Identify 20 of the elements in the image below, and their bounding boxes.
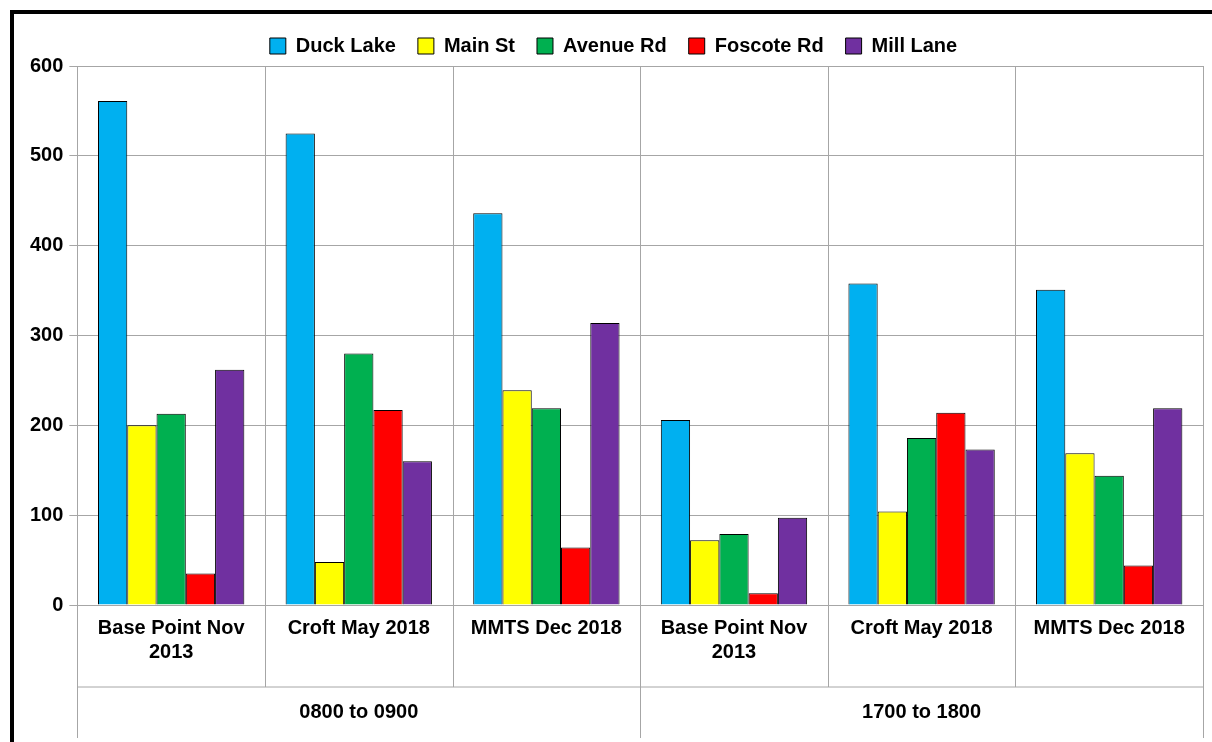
legend-label: Avenue Rd — [562, 33, 667, 56]
legend-label: Foscote Rd — [714, 33, 824, 56]
x-tick-label: MMTS Dec 2018 — [470, 615, 622, 638]
x-tick-label: Base Point Nov 2013 — [97, 615, 246, 662]
y-tick-label: 500 — [29, 143, 64, 166]
x-tick-label: Croft May 2018 — [850, 615, 993, 638]
y-tick-label: 100 — [29, 502, 64, 525]
x-tick-label: MMTS Dec 2018 — [1033, 615, 1185, 638]
x-tick-label: Croft May 2018 — [287, 615, 430, 638]
y-tick-label: 400 — [29, 233, 64, 256]
legend-label: Duck Lake — [295, 33, 396, 56]
text: 1700 to 1800 — [862, 699, 982, 722]
x-tick-label: Base Point Nov 2013 — [660, 615, 809, 662]
legend-label: Mill Lane — [871, 33, 958, 56]
y-tick-label: 0 — [52, 592, 64, 615]
y-tick-label: 200 — [29, 412, 64, 435]
y-tick-label: 600 — [29, 53, 64, 76]
legend-label: Main St — [443, 33, 516, 56]
text: 0800 to 0900 — [299, 699, 419, 722]
y-tick-label: 300 — [29, 323, 64, 346]
